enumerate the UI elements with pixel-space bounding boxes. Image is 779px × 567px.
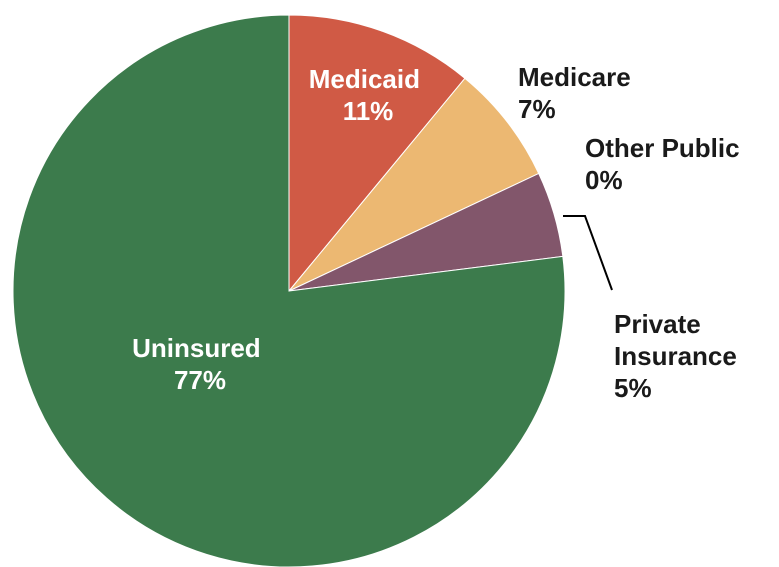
slice-label-uninsured: Uninsured 77%: [132, 333, 268, 395]
slice-value-medicare: 7%: [518, 94, 556, 124]
slice-name-uninsured: Uninsured: [132, 333, 261, 363]
slice-value-uninsured: 77%: [174, 365, 226, 395]
slice-name-private-insurance-2: Insurance: [614, 341, 737, 371]
slice-value-other-public: 0%: [585, 165, 623, 195]
slice-label-medicaid: Medicaid 11%: [309, 64, 427, 126]
slice-label-other-public: Other Public 0%: [585, 133, 747, 195]
slice-name-medicaid: Medicaid: [309, 64, 420, 94]
slice-label-medicare: Medicare 7%: [518, 62, 638, 124]
slice-name-private-insurance-1: Private: [614, 309, 701, 339]
pie-slices: [12, 14, 566, 567]
pie-slice-medicare: [288, 77, 540, 292]
slice-name-medicare: Medicare: [518, 62, 631, 92]
pie-slice-medicaid: [288, 14, 466, 293]
private-insurance-leader-line: [563, 215, 613, 291]
pie-slice-uninsured: [12, 14, 566, 567]
slice-label-private-insurance: Private Insurance 5%: [614, 309, 744, 403]
slice-value-medicaid: 11%: [343, 96, 394, 126]
slice-name-other-public: Other Public: [585, 133, 740, 163]
slice-value-private-insurance: 5%: [614, 373, 652, 403]
